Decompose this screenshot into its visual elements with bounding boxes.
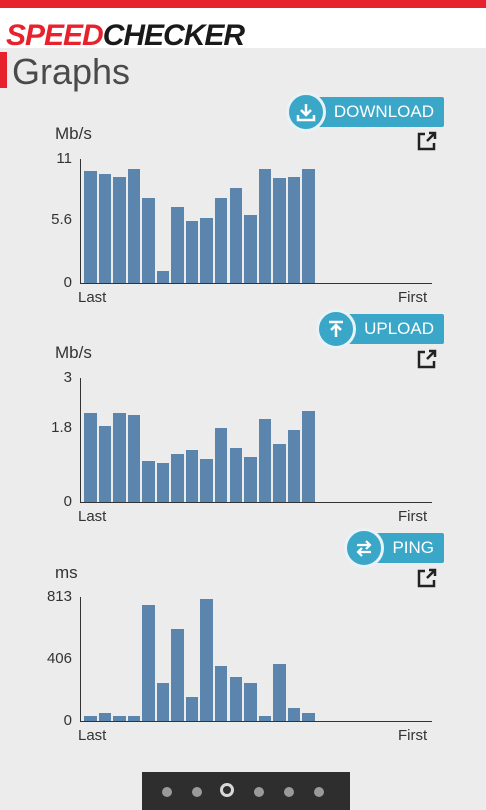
upload-bar bbox=[84, 413, 97, 502]
upload-button-label: UPLOAD bbox=[364, 319, 434, 338]
speedchecker-logo: SPEEDCHECKER bbox=[6, 19, 245, 52]
download-bar bbox=[244, 215, 257, 283]
download-bar bbox=[142, 198, 155, 283]
ping-bar bbox=[156, 682, 170, 721]
upload-bar bbox=[244, 456, 257, 502]
y-axis bbox=[80, 597, 81, 721]
upload-bar bbox=[185, 450, 199, 502]
ping-bar bbox=[98, 712, 112, 721]
ping-bar bbox=[200, 598, 213, 721]
x-label-first: First bbox=[398, 727, 428, 744]
x-label-last: Last bbox=[78, 289, 107, 306]
upload-bar bbox=[171, 454, 184, 502]
download-button[interactable]: DOWNLOAD bbox=[285, 92, 444, 132]
download-bar bbox=[302, 169, 315, 283]
page-indicator bbox=[142, 772, 350, 810]
y-tick-label: 0 bbox=[63, 274, 72, 291]
ping-bar bbox=[185, 696, 199, 721]
page-dot-active[interactable] bbox=[220, 783, 234, 797]
x-axis bbox=[80, 283, 432, 284]
upload-bar bbox=[229, 448, 242, 502]
y-axis bbox=[80, 159, 81, 283]
y-tick-label: 813 bbox=[46, 588, 72, 605]
open-external-icon[interactable] bbox=[416, 567, 438, 589]
download-bar bbox=[84, 171, 97, 283]
download-bar bbox=[185, 221, 199, 283]
x-axis bbox=[80, 502, 432, 503]
upload-bar bbox=[156, 462, 170, 502]
download-bar bbox=[229, 188, 242, 283]
title-accent-mark bbox=[0, 52, 7, 88]
x-label-last: Last bbox=[78, 727, 107, 744]
ping-unit-label: ms bbox=[55, 563, 78, 582]
ping-bar bbox=[302, 712, 315, 721]
ping-button-label: PING bbox=[392, 538, 434, 557]
upload-bar bbox=[113, 413, 126, 502]
upload-bar bbox=[302, 411, 315, 502]
ping-bar bbox=[84, 715, 97, 721]
open-external-icon[interactable] bbox=[416, 348, 438, 370]
page-dot[interactable] bbox=[254, 787, 264, 797]
ping-bar bbox=[258, 716, 272, 721]
upload-bar bbox=[273, 444, 286, 502]
upload-bar bbox=[127, 415, 141, 502]
download-arrow-icon bbox=[285, 92, 326, 132]
download-bar bbox=[214, 198, 228, 283]
ping-button[interactable]: PING bbox=[344, 528, 444, 568]
page-dot[interactable] bbox=[314, 787, 324, 797]
page-dot[interactable] bbox=[162, 787, 172, 797]
download-bar bbox=[171, 207, 184, 283]
page-title: Graphs bbox=[12, 51, 131, 92]
swap-arrows-icon bbox=[344, 528, 385, 568]
ping-bar bbox=[142, 605, 155, 721]
download-bar bbox=[287, 177, 301, 283]
y-tick-label: 3 bbox=[63, 369, 72, 386]
page-dot[interactable] bbox=[192, 787, 202, 797]
download-bar bbox=[98, 173, 112, 283]
download-bar bbox=[200, 217, 213, 283]
ping-bar bbox=[171, 628, 184, 721]
download-bar bbox=[273, 178, 286, 283]
upload-button[interactable]: UPLOAD bbox=[316, 309, 444, 349]
x-axis bbox=[80, 721, 432, 722]
x-label-last: Last bbox=[78, 508, 107, 525]
download-bar bbox=[258, 169, 272, 283]
ping-bar bbox=[244, 682, 257, 721]
ping-bar bbox=[273, 663, 286, 721]
y-axis bbox=[80, 378, 81, 502]
download-bar bbox=[127, 169, 141, 283]
download-unit-label: Mb/s bbox=[55, 124, 92, 143]
upload-bar bbox=[200, 458, 213, 502]
ping-bar bbox=[127, 715, 141, 721]
x-label-first: First bbox=[398, 289, 428, 306]
upload-arrow-icon bbox=[316, 309, 357, 349]
ping-bar bbox=[113, 715, 126, 721]
page-dot[interactable] bbox=[284, 787, 294, 797]
upload-bar bbox=[287, 429, 301, 502]
upload-bar bbox=[214, 427, 228, 502]
upload-bar bbox=[258, 419, 272, 502]
upload-bar bbox=[142, 461, 155, 502]
y-tick-label: 11 bbox=[56, 150, 72, 167]
ping-bar bbox=[214, 666, 228, 721]
ping-bar bbox=[229, 676, 242, 721]
y-tick-label: 0 bbox=[63, 493, 72, 510]
download-bar bbox=[113, 177, 126, 283]
download-bar bbox=[156, 270, 170, 283]
ping-bar bbox=[287, 708, 301, 721]
upload-bar bbox=[98, 425, 112, 502]
top-accent-bar bbox=[0, 0, 486, 8]
y-tick-label: 5.6 bbox=[51, 210, 72, 228]
y-tick-label: 1.8 bbox=[51, 418, 72, 436]
upload-unit-label: Mb/s bbox=[55, 343, 92, 362]
y-tick-label: 406 bbox=[46, 650, 72, 668]
app-header: SPEEDCHECKER bbox=[0, 8, 486, 52]
x-label-first: First bbox=[398, 508, 428, 525]
open-external-icon[interactable] bbox=[416, 130, 438, 152]
y-tick-label: 0 bbox=[63, 712, 72, 729]
download-button-label: DOWNLOAD bbox=[333, 102, 434, 121]
